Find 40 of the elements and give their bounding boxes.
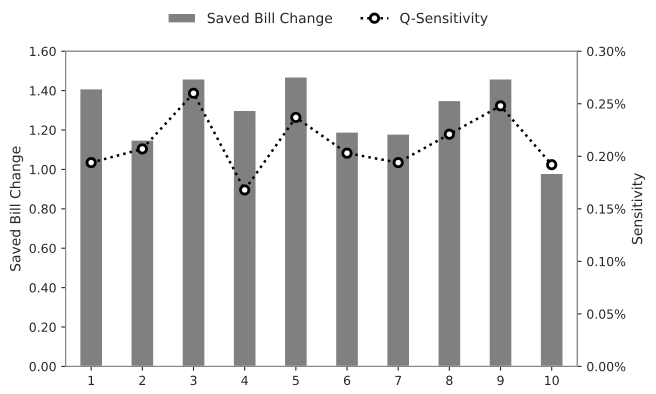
legend-label: Q-Sensitivity [400,12,488,26]
x-tick-label: 2 [139,376,146,385]
x-tick-label: 4 [241,376,248,385]
y-axis-title: Saved Bill Change [10,146,24,271]
point [444,128,455,140]
point [290,112,302,123]
x-tick-label: 7 [395,376,402,385]
x-tick-label: 1 [88,376,94,385]
y2-tick-label: 0.10% [587,256,626,266]
point [494,100,506,112]
x-tick-label: 6 [344,376,350,386]
y-tick-label: 0.80 [30,204,56,214]
y2-tick-label: 0.25% [587,99,626,109]
x-tick-label: 3 [190,376,196,386]
y-tick-label: 0.40 [30,283,56,293]
y2-tick-label: 0.20% [587,152,626,162]
y-tick-label: 1.40 [30,86,56,96]
y-tick-label: 0.00 [30,362,56,372]
y-tick-label: 0.60 [30,244,56,254]
y2-tick-label: 0.05% [587,309,626,319]
legend-label: Saved Bill Change [208,12,332,26]
point [188,88,200,99]
y-tick-label: 1.60 [30,46,56,56]
y2-axis-title: Sensitivity [632,173,646,244]
x-tick-label: 9 [497,376,504,386]
x-tick-label: 5 [292,376,299,386]
point [546,159,558,170]
point [239,184,250,196]
x-tick-label: 8 [446,376,452,386]
y2-tick-label: 0.15% [587,204,626,214]
y2-tick-label: 0.00% [587,362,626,372]
x-tick-label: 10 [545,376,559,386]
y2-tick-label: 0.30% [587,46,626,56]
point [136,143,148,154]
y-tick-label: 1.20 [30,125,56,135]
y-tick-label: 0.20 [30,322,56,332]
y-tick-label: 1.00 [30,164,56,174]
point [392,157,404,168]
point [86,157,97,168]
point [341,148,353,159]
